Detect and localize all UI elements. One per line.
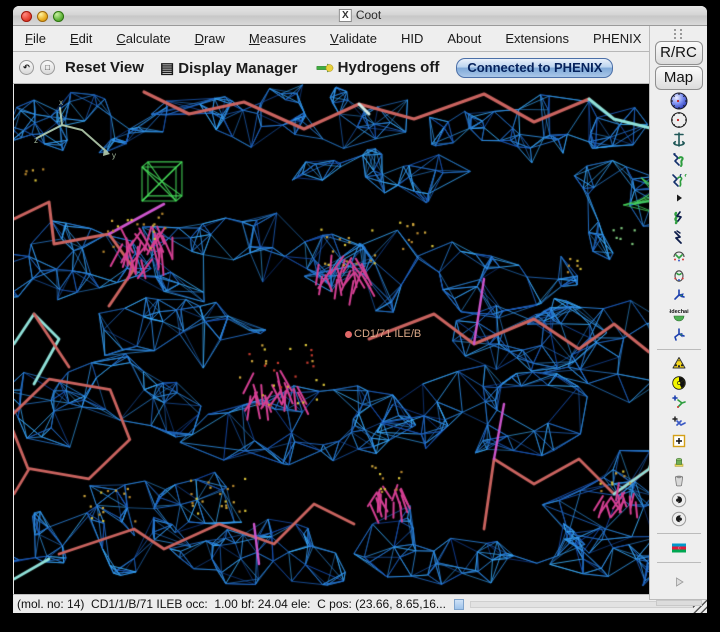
svg-text:Sidechain: Sidechain (669, 309, 689, 315)
svg-text:z: z (34, 136, 38, 145)
svg-text:x: x (59, 98, 63, 107)
svg-text:y: y (112, 151, 116, 160)
